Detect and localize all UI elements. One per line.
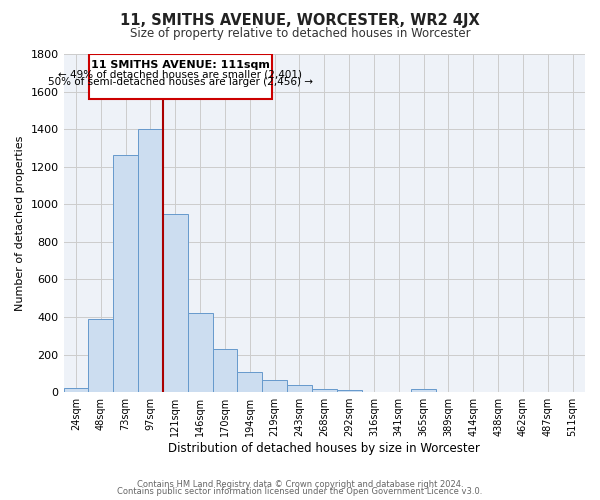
Bar: [262, 380, 287, 392]
Bar: [113, 156, 138, 392]
Bar: [337, 390, 362, 392]
Text: Contains HM Land Registry data © Crown copyright and database right 2024.: Contains HM Land Registry data © Crown c…: [137, 480, 463, 489]
Y-axis label: Number of detached properties: Number of detached properties: [15, 136, 25, 311]
Bar: [88, 319, 113, 392]
Bar: [238, 372, 262, 392]
Bar: [188, 314, 212, 392]
Bar: [163, 214, 188, 392]
Text: ← 49% of detached houses are smaller (2,401): ← 49% of detached houses are smaller (2,…: [58, 69, 302, 79]
Bar: [312, 389, 337, 392]
X-axis label: Distribution of detached houses by size in Worcester: Distribution of detached houses by size …: [169, 442, 480, 455]
Text: 50% of semi-detached houses are larger (2,456) →: 50% of semi-detached houses are larger (…: [48, 78, 313, 88]
Text: Size of property relative to detached houses in Worcester: Size of property relative to detached ho…: [130, 28, 470, 40]
Text: 11 SMITHS AVENUE: 111sqm: 11 SMITHS AVENUE: 111sqm: [91, 60, 270, 70]
Text: Contains public sector information licensed under the Open Government Licence v3: Contains public sector information licen…: [118, 488, 482, 496]
Bar: [64, 388, 88, 392]
Bar: [287, 385, 312, 392]
Bar: [138, 129, 163, 392]
Bar: [212, 349, 238, 392]
Bar: [411, 390, 436, 392]
Text: 11, SMITHS AVENUE, WORCESTER, WR2 4JX: 11, SMITHS AVENUE, WORCESTER, WR2 4JX: [120, 12, 480, 28]
Bar: [89, 54, 272, 100]
